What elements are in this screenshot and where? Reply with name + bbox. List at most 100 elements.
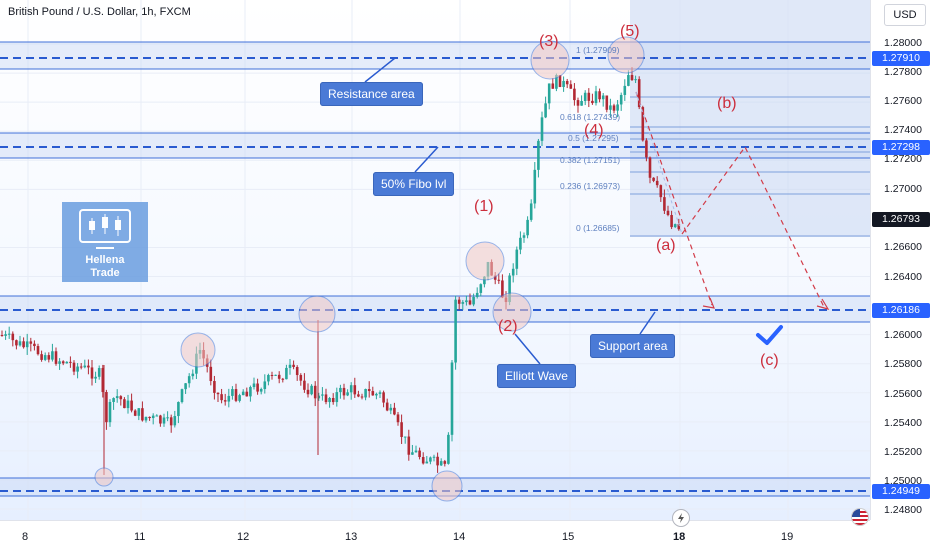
candle-body bbox=[90, 367, 94, 379]
candle-body bbox=[11, 333, 15, 341]
wave-point-circle bbox=[530, 40, 570, 80]
candle-body bbox=[385, 402, 389, 411]
candle-body bbox=[544, 103, 547, 118]
price-axis[interactable] bbox=[870, 0, 932, 520]
candle-body bbox=[252, 383, 256, 388]
candle-body bbox=[328, 397, 331, 403]
candle-body bbox=[234, 389, 238, 401]
candle-body bbox=[141, 408, 144, 421]
candle-body bbox=[616, 104, 619, 111]
candle-body bbox=[285, 367, 288, 380]
arrow-head bbox=[702, 297, 715, 309]
candle-body bbox=[526, 219, 529, 236]
candle-body bbox=[562, 80, 565, 87]
candle-body bbox=[65, 361, 69, 364]
candle-body bbox=[537, 140, 540, 170]
candle-body bbox=[216, 392, 220, 395]
candle-body bbox=[367, 389, 371, 392]
wave-4-label: (4) bbox=[584, 122, 604, 139]
symbol-title: British Pound / U.S. Dollar, 1h, FXCM bbox=[8, 6, 191, 18]
candle-body bbox=[630, 75, 634, 81]
candle-body bbox=[357, 394, 360, 397]
fib-level-0382: 0.382 (1.27151) bbox=[560, 155, 621, 165]
price-tag: 1.24949 bbox=[872, 484, 930, 499]
candle-body bbox=[493, 275, 497, 280]
flash-icon[interactable] bbox=[672, 509, 690, 527]
candle-body bbox=[277, 374, 281, 379]
candle-body bbox=[61, 361, 65, 364]
candle-body bbox=[619, 94, 623, 105]
wave-point-circle bbox=[180, 332, 216, 368]
candle-body bbox=[475, 292, 479, 297]
currency-button[interactable]: USD bbox=[884, 4, 926, 26]
elliott-wave-label: Elliott Wave bbox=[505, 369, 568, 383]
candle-body bbox=[540, 117, 544, 141]
candle-body bbox=[375, 393, 378, 396]
candle-body bbox=[191, 373, 195, 377]
candle-body bbox=[623, 85, 627, 95]
candle-body bbox=[382, 392, 385, 403]
candle-body bbox=[184, 383, 187, 390]
candle-body bbox=[159, 415, 162, 424]
candle-body bbox=[47, 355, 51, 360]
price-chart[interactable] bbox=[0, 0, 870, 520]
candle-body bbox=[594, 91, 598, 104]
candle-body bbox=[465, 300, 468, 303]
candle-body bbox=[461, 302, 465, 304]
candle-body bbox=[123, 399, 126, 409]
candle-body bbox=[137, 408, 141, 416]
candle-body bbox=[130, 400, 133, 411]
candle-body bbox=[36, 346, 40, 355]
candle-body bbox=[555, 75, 558, 89]
candle-body bbox=[112, 398, 115, 402]
wave-a-label: (a) bbox=[656, 237, 676, 254]
candle-body bbox=[126, 400, 130, 409]
candle-body bbox=[303, 380, 306, 390]
candle-body bbox=[292, 364, 295, 368]
candle-body bbox=[645, 140, 648, 158]
candle-body bbox=[457, 299, 461, 304]
candle-body bbox=[648, 157, 652, 178]
candle-body bbox=[7, 333, 11, 335]
candle-body bbox=[663, 197, 666, 211]
candle-body bbox=[580, 101, 583, 106]
candle-body bbox=[105, 392, 108, 423]
candle-body bbox=[565, 80, 569, 85]
candle-body bbox=[425, 461, 429, 464]
candle-body bbox=[177, 402, 180, 417]
price-tag: 1.26186 bbox=[872, 303, 930, 318]
wave-5-label: (5) bbox=[620, 23, 640, 40]
candle-body bbox=[522, 235, 526, 238]
candle-body bbox=[591, 100, 594, 104]
price-tick: 1.26000 bbox=[884, 329, 922, 341]
candle-body bbox=[54, 351, 58, 364]
callout-pointer bbox=[414, 146, 439, 173]
candle-body bbox=[231, 389, 234, 396]
candle-body bbox=[310, 385, 313, 395]
wave-point-circle bbox=[94, 467, 114, 487]
time-tick: 12 bbox=[237, 531, 250, 543]
candle-body bbox=[339, 387, 342, 393]
price-tick: 1.26600 bbox=[884, 241, 922, 253]
us-flag-icon[interactable] bbox=[851, 508, 869, 526]
candle-body bbox=[223, 400, 227, 402]
time-axis[interactable] bbox=[0, 520, 870, 551]
candle-body bbox=[547, 83, 551, 104]
candle-body bbox=[169, 417, 173, 426]
price-tick: 1.28000 bbox=[884, 37, 922, 49]
candle-body bbox=[601, 95, 605, 100]
time-tick: 11 bbox=[134, 531, 146, 543]
candle-body bbox=[396, 414, 400, 423]
candle-body bbox=[29, 341, 33, 344]
candle-body bbox=[97, 368, 101, 377]
candle-body bbox=[69, 361, 72, 363]
candle-body bbox=[573, 88, 576, 101]
chart-area[interactable] bbox=[0, 0, 870, 520]
candle-body bbox=[0, 335, 4, 336]
candle-body bbox=[324, 394, 328, 403]
candle-body bbox=[511, 268, 515, 276]
candle-body bbox=[173, 416, 177, 426]
candle-body bbox=[439, 461, 443, 466]
candle-body bbox=[220, 394, 223, 401]
support-area-label: Support area bbox=[598, 339, 668, 353]
